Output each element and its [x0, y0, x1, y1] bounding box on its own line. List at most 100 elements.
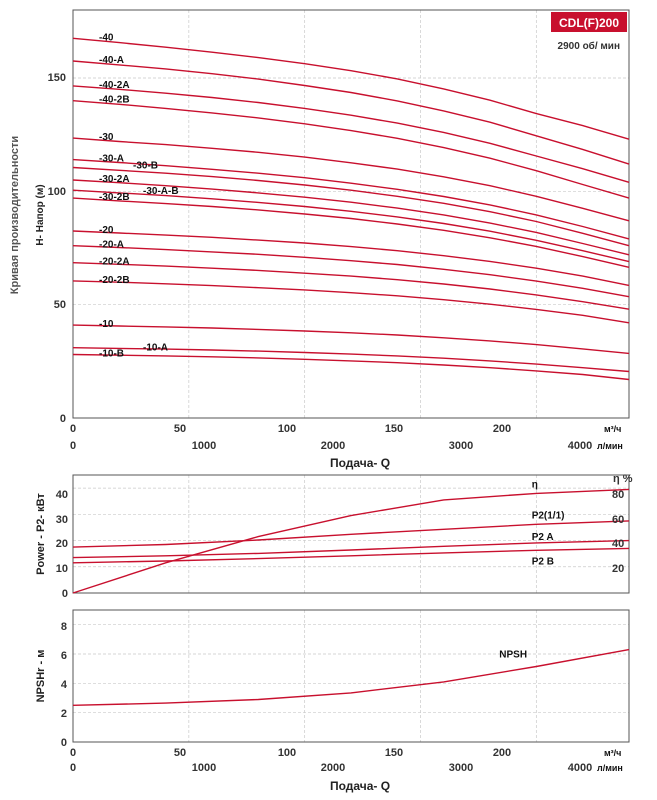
power-chart-series-labels: η P2(1/1) P2 A P2 B — [532, 479, 565, 567]
head-ytick: 0 — [60, 413, 66, 425]
series-label-30-b: -30-B — [133, 161, 158, 172]
curve-10-a — [72, 347, 630, 373]
head-xtick-lmin: 3000 — [449, 440, 473, 452]
series-label-30-a: -30-A — [99, 154, 124, 165]
npsh-chart-curves — [72, 648, 630, 706]
head-chart-grid — [73, 10, 629, 418]
head-xtick-lmin: 4000 — [568, 440, 592, 452]
series-label-40-2a: -40-2A — [99, 80, 130, 91]
series-label-30-2a: -30-2A — [99, 174, 130, 185]
series-label-p2-a: P2 A — [532, 532, 554, 543]
series-label-20: -20 — [99, 225, 114, 236]
npsh-xunit-lmin: л/мин — [597, 763, 623, 773]
curve-20-2b — [72, 280, 630, 324]
series-label-40-a: -40-A — [99, 55, 124, 66]
npsh-xtick-lmin: 0 — [70, 762, 76, 774]
curve-30-b — [72, 166, 630, 247]
series-label-p2-1-1: P2(1/1) — [532, 510, 565, 521]
head-xtick-lmin: 0 — [70, 440, 76, 452]
head-ytick: 150 — [48, 72, 66, 84]
curve-20-a — [72, 245, 630, 298]
series-label-10-b: -10-B — [99, 349, 124, 360]
npsh-xtick-lmin: 3000 — [449, 762, 473, 774]
curve-30 — [72, 137, 630, 222]
npsh-ylabel: NPSHr - м — [35, 650, 47, 703]
series-label-30-2b: -30-2B — [99, 192, 130, 203]
series-label-40: -40 — [99, 32, 114, 43]
curve-40-a — [72, 60, 630, 165]
head-xtick-m3h: 0 — [70, 423, 76, 435]
series-label-20-2b: -20-2B — [99, 275, 130, 286]
series-label-eta: η — [532, 479, 538, 490]
power-ytick: 30 — [56, 514, 68, 526]
curve-10-b — [72, 353, 630, 381]
eta-ytick: 40 — [612, 538, 624, 550]
series-label-p2-b: P2 B — [532, 556, 554, 567]
npsh-chart-grid — [73, 610, 629, 742]
curve-10 — [72, 324, 630, 355]
curve-20-2a — [72, 262, 630, 310]
npsh-ytick: 4 — [61, 679, 68, 691]
curve-p2-1-1 — [72, 520, 630, 548]
curve-30-a — [72, 158, 630, 240]
head-xlabel: Подача- Q — [330, 456, 390, 470]
npsh-xtick-m3h: 0 — [70, 747, 76, 759]
npsh-xlabel: Подача- Q — [330, 779, 390, 793]
head-ytick: 100 — [48, 186, 66, 198]
power-ytick: 20 — [56, 538, 68, 550]
npsh-ytick: 6 — [61, 650, 67, 662]
power-ytick: 10 — [56, 563, 68, 575]
curve-30-2b — [72, 197, 630, 268]
power-chart-frame — [72, 474, 630, 594]
curve-30-2a — [72, 179, 630, 256]
head-ylabel: H- Напор (м) — [35, 184, 46, 245]
curve-40-2b — [72, 100, 630, 199]
power-ytick: 40 — [56, 489, 68, 501]
curve-eta — [72, 488, 630, 594]
model-badge — [551, 12, 627, 32]
head-xtick-lmin: 2000 — [321, 440, 345, 452]
eta-ytick: 20 — [612, 563, 624, 575]
power-chart-curves — [72, 488, 630, 594]
power-chart: ηP2(1/1)P2 AP2 B 0 10 20 30 40 20 40 60 … — [35, 473, 633, 600]
series-label-npsh: NPSH — [499, 649, 527, 660]
npsh-xtick-lmin: 2000 — [321, 762, 345, 774]
curve-npsh — [72, 648, 630, 706]
power-ylabel: Power - P2- кВт — [35, 493, 47, 575]
head-ytick: 50 — [54, 299, 66, 311]
eta-ytick: 60 — [612, 514, 624, 526]
head-xtick-m3h: 50 — [174, 423, 186, 435]
npsh-chart-series-labels: NPSH — [499, 649, 527, 660]
model-title: CDL(F)200 — [559, 16, 619, 30]
curve-30-a-b — [72, 189, 630, 263]
series-label-20-2a: -20-2A — [99, 257, 130, 268]
head-xtick-m3h: 100 — [278, 423, 296, 435]
npsh-xtick-m3h: 50 — [174, 747, 186, 759]
npsh-xtick-lmin: 1000 — [192, 762, 216, 774]
head-chart: -40 -40-A -40-2A -40-2B -30 -30-A -30-B-30-2A -… — [9, 9, 630, 470]
series-label-40-2b: -40-2B — [99, 95, 130, 106]
npsh-ytick: 2 — [61, 708, 67, 720]
speed-label: 2900 об/ мин — [558, 40, 620, 52]
power-ytick: 0 — [62, 588, 68, 600]
series-label-20-a: -20-A — [99, 240, 124, 251]
head-xtick-m3h: 150 — [385, 423, 403, 435]
npsh-chart: NPSH 0 2 4 6 8 0 50 100 150 200 м³/ч 0 1… — [35, 609, 630, 793]
head-chart-curves — [72, 37, 630, 381]
head-xunit-lmin: л/мин — [597, 441, 623, 451]
eta-ytick: 80 — [612, 489, 624, 501]
curve-p2-b — [72, 547, 630, 564]
npsh-chart-frame — [72, 609, 630, 743]
head-chart-series-labels: -40 -40-A -40-2A -40-2B -30 -30-A -30-B-30-2A -… — [99, 32, 179, 359]
npsh-xtick-m3h: 100 — [278, 747, 296, 759]
curve-40-2a — [72, 85, 630, 183]
head-xunit-m3h: м³/ч — [604, 424, 621, 434]
eta-axis-label: η % — [613, 473, 633, 485]
npsh-xtick-m3h: 150 — [385, 747, 403, 759]
power-chart-grid — [73, 475, 629, 593]
head-xtick-lmin: 1000 — [192, 440, 216, 452]
series-label-10-a: -10-A — [143, 343, 168, 354]
series-label-10: -10 — [99, 319, 114, 330]
side-label: Кривая производительности — [9, 136, 21, 294]
